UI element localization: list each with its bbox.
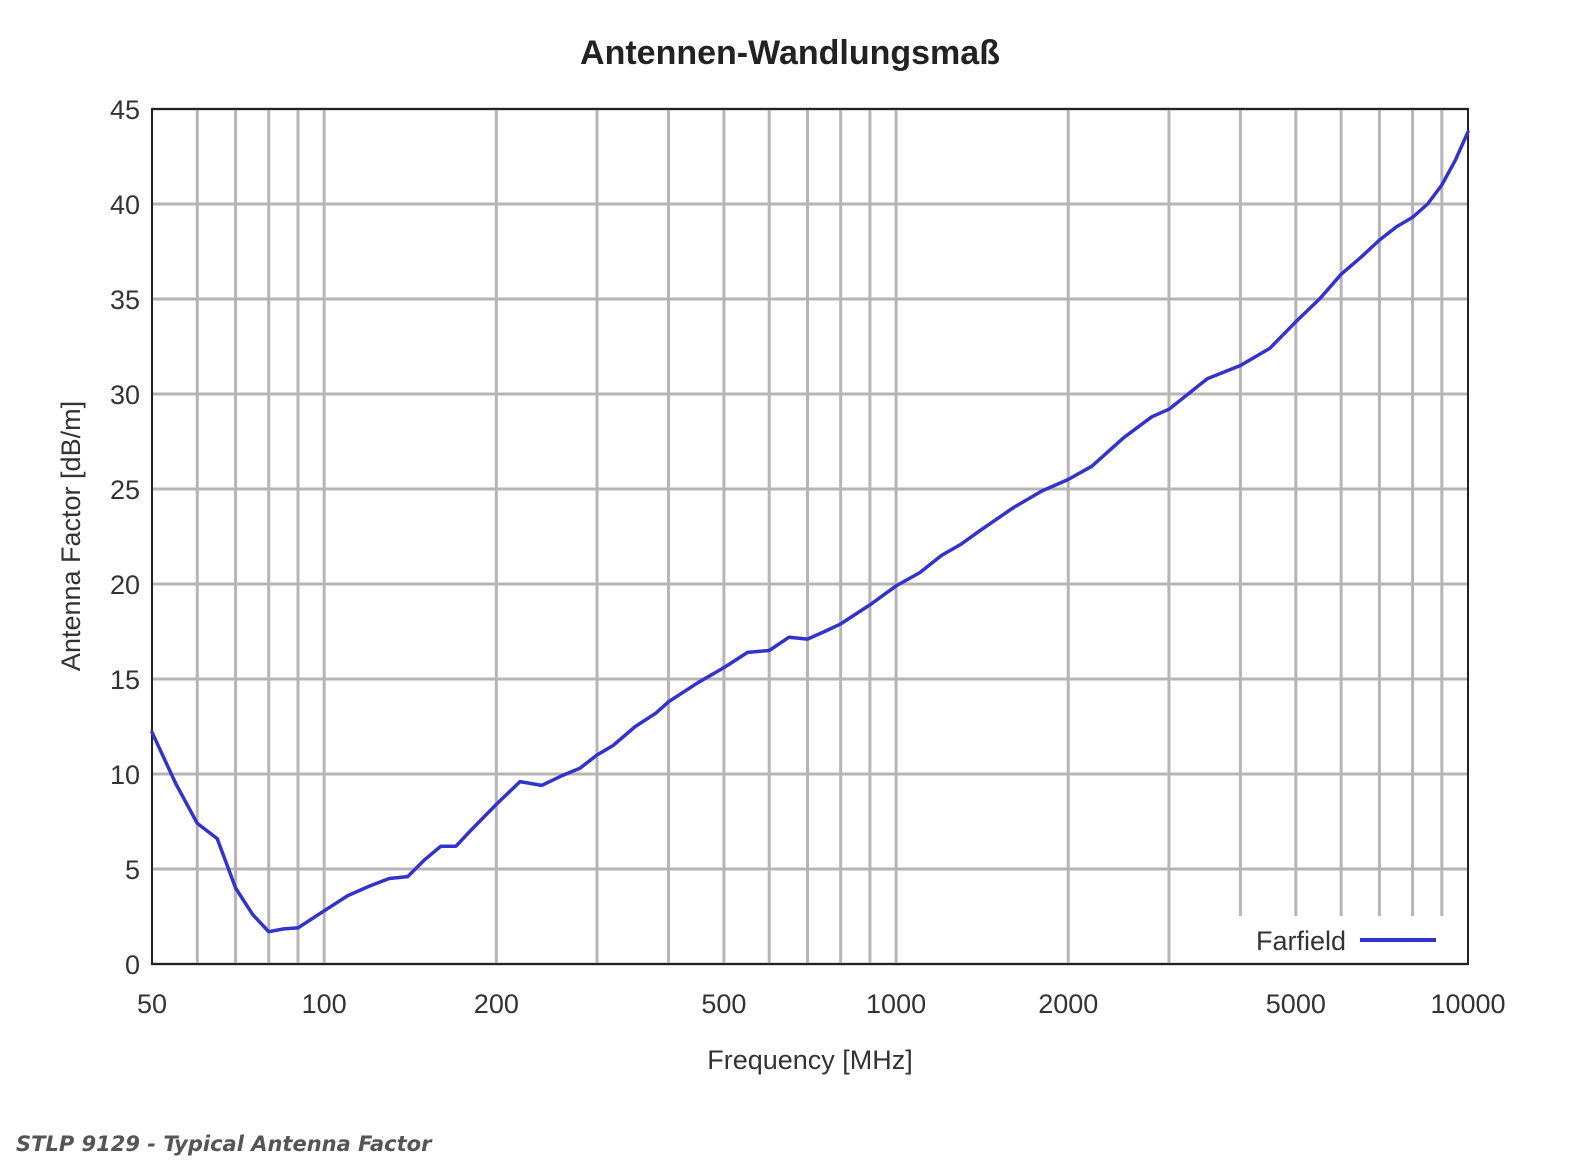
chart-title: Antennen-Wandlungsmaß: [580, 34, 1000, 72]
figure-caption: STLP 9129 - Typical Antenna Factor: [16, 1132, 432, 1156]
y-tick-label: 5: [125, 855, 140, 885]
series-line: [150, 130, 1470, 934]
y-tick-label: 25: [110, 475, 140, 505]
y-tick-label: 10: [110, 760, 140, 790]
plot-area: [152, 109, 1468, 964]
series-layer: [150, 130, 1470, 934]
legend-label: Farfield: [1256, 926, 1346, 956]
grid-lines: [152, 107, 1468, 966]
x-tick-label: 5000: [1266, 989, 1326, 1019]
x-tick-label: 200: [474, 989, 519, 1019]
x-tick-label: 100: [302, 989, 347, 1019]
y-tick-label: 40: [110, 190, 140, 220]
x-tick-label: 500: [701, 989, 746, 1019]
y-tick-label: 30: [110, 380, 140, 410]
x-tick-label: 1000: [866, 989, 926, 1019]
x-tick-labels: 50 100 200 500 1000 2000 5000 10000: [137, 989, 1506, 1019]
antenna-factor-chart: Antennen-Wandlungsmaß 0 5 10 15 20 25 30 35 40 45…: [56, 34, 1506, 1075]
x-tick-label: 10000: [1430, 989, 1505, 1019]
y-tick-label: 15: [110, 665, 140, 695]
y-tick-labels: 0 5 10 15 20 25 30 35 40 45: [110, 95, 140, 980]
y-axis-label: Antenna Factor [dB/m]: [56, 401, 86, 671]
plot-frame: [151, 108, 1469, 965]
x-tick-label: 2000: [1038, 989, 1098, 1019]
y-tick-label: 45: [110, 95, 140, 125]
y-tick-label: 0: [125, 950, 140, 980]
y-tick-label: 35: [110, 285, 140, 315]
x-tick-label: 50: [137, 989, 167, 1019]
x-axis-label: Frequency [MHz]: [707, 1045, 913, 1075]
legend: Farfield: [1234, 918, 1456, 960]
y-tick-label: 20: [110, 570, 140, 600]
